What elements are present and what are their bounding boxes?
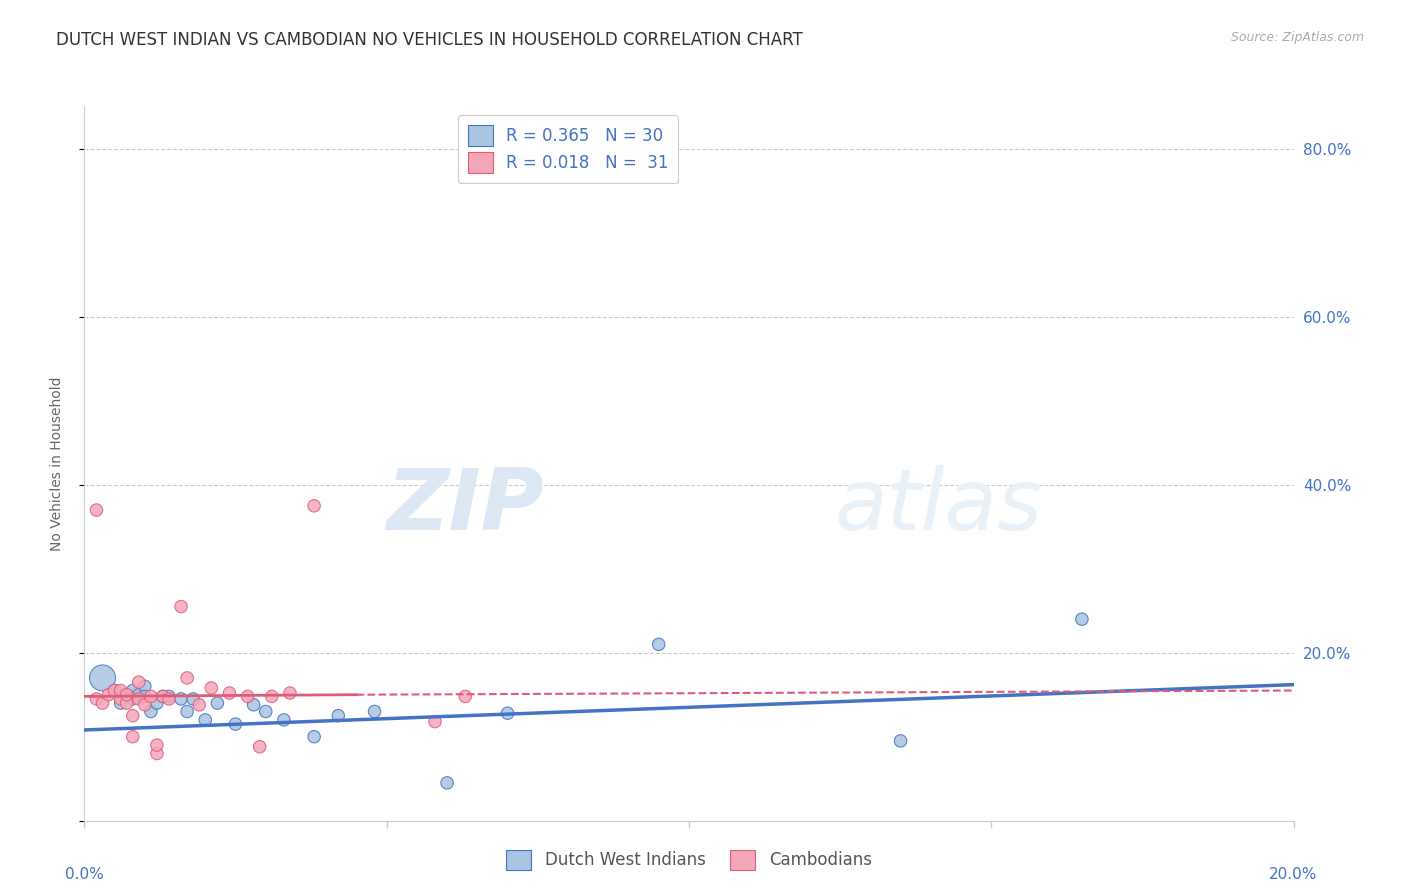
Point xyxy=(302,499,325,513)
Point xyxy=(110,683,132,698)
Point xyxy=(110,696,132,710)
Point xyxy=(225,717,247,731)
Point xyxy=(170,692,193,706)
Point xyxy=(249,739,271,754)
Point xyxy=(363,705,385,719)
Point xyxy=(146,747,169,761)
Point xyxy=(91,696,114,710)
Point xyxy=(207,696,229,710)
Point xyxy=(194,713,217,727)
Point xyxy=(648,637,671,651)
Point xyxy=(86,503,108,517)
Point xyxy=(128,675,150,690)
Point xyxy=(152,690,174,704)
Point xyxy=(134,679,156,693)
Point xyxy=(254,705,277,719)
Text: 20.0%: 20.0% xyxy=(1270,867,1317,882)
Point xyxy=(200,681,222,695)
Point xyxy=(188,698,211,712)
Point xyxy=(104,683,127,698)
Point xyxy=(152,690,174,704)
Text: DUTCH WEST INDIAN VS CAMBODIAN NO VEHICLES IN HOUSEHOLD CORRELATION CHART: DUTCH WEST INDIAN VS CAMBODIAN NO VEHICL… xyxy=(56,31,803,49)
Point xyxy=(157,690,180,704)
Point xyxy=(115,688,138,702)
Point xyxy=(454,690,477,704)
Point xyxy=(157,692,180,706)
Point xyxy=(242,698,264,712)
Point xyxy=(302,730,325,744)
Point xyxy=(273,713,295,727)
Point xyxy=(236,690,259,704)
Point xyxy=(496,706,519,721)
Point xyxy=(146,738,169,752)
Point xyxy=(121,692,143,706)
Point xyxy=(218,686,240,700)
Point xyxy=(181,692,204,706)
Text: ZIP: ZIP xyxy=(387,465,544,549)
Point xyxy=(139,705,162,719)
Point xyxy=(423,714,446,729)
Point xyxy=(139,690,162,704)
Legend: Dutch West Indians, Cambodians: Dutch West Indians, Cambodians xyxy=(499,843,879,877)
Point xyxy=(128,688,150,702)
Point xyxy=(134,690,156,704)
Point xyxy=(146,696,169,710)
Point xyxy=(278,686,301,700)
Point xyxy=(128,692,150,706)
Point xyxy=(890,734,912,748)
Point xyxy=(121,708,143,723)
Point xyxy=(1071,612,1094,626)
Point xyxy=(121,730,143,744)
Point xyxy=(86,692,108,706)
Point xyxy=(176,705,198,719)
Point xyxy=(115,688,138,702)
Text: Source: ZipAtlas.com: Source: ZipAtlas.com xyxy=(1230,31,1364,45)
Y-axis label: No Vehicles in Household: No Vehicles in Household xyxy=(49,376,63,551)
Point xyxy=(110,692,132,706)
Text: 0.0%: 0.0% xyxy=(65,867,104,882)
Point xyxy=(104,683,127,698)
Point xyxy=(170,599,193,614)
Point xyxy=(97,688,120,702)
Point xyxy=(176,671,198,685)
Point xyxy=(91,671,114,685)
Point xyxy=(115,696,138,710)
Point xyxy=(436,776,458,790)
Point xyxy=(121,683,143,698)
Point xyxy=(328,708,350,723)
Point xyxy=(260,690,283,704)
Point xyxy=(134,698,156,712)
Text: atlas: atlas xyxy=(834,465,1042,549)
